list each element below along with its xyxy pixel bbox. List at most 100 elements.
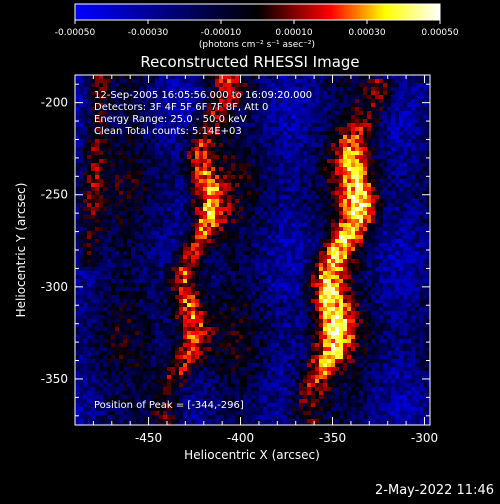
heatmap-cell: [387, 259, 391, 263]
heatmap-cell: [411, 83, 415, 87]
heatmap-cell: [167, 287, 171, 291]
heatmap-cell: [95, 235, 99, 239]
heatmap-cell: [355, 239, 359, 243]
heatmap-cell: [415, 195, 419, 199]
heatmap-cell: [379, 91, 383, 95]
heatmap-cell: [103, 211, 107, 215]
heatmap-cell: [183, 267, 187, 271]
heatmap-cell: [167, 275, 171, 279]
heatmap-cell: [179, 247, 183, 251]
heatmap-cell: [363, 283, 367, 287]
heatmap-cell: [375, 251, 379, 255]
heatmap-cell: [343, 219, 347, 223]
heatmap-cell: [251, 251, 255, 255]
heatmap-cell: [247, 239, 251, 243]
heatmap-cell: [239, 267, 243, 271]
heatmap-cell: [407, 259, 411, 263]
heatmap-cell: [183, 175, 187, 179]
heatmap-cell: [219, 243, 223, 247]
heatmap-cell: [259, 259, 263, 263]
heatmap-cell: [231, 143, 235, 147]
heatmap-cell: [367, 219, 371, 223]
heatmap-cell: [179, 139, 183, 143]
heatmap-cell: [91, 255, 95, 259]
heatmap-cell: [159, 255, 163, 259]
heatmap-cell: [423, 115, 427, 119]
heatmap-cell: [83, 239, 87, 243]
heatmap-cell: [139, 203, 143, 207]
heatmap-cell: [375, 159, 379, 163]
heatmap-cell: [203, 239, 207, 243]
heatmap-cell: [127, 267, 131, 271]
heatmap-cell: [379, 139, 383, 143]
heatmap-cell: [275, 227, 279, 231]
heatmap-cell: [403, 131, 407, 135]
heatmap-cell: [95, 219, 99, 223]
heatmap-cell: [327, 115, 331, 119]
heatmap-cell: [191, 79, 195, 83]
heatmap-cell: [295, 203, 299, 207]
heatmap-cell: [395, 107, 399, 111]
heatmap-cell: [335, 175, 339, 179]
heatmap-cell: [251, 135, 255, 139]
heatmap-cell: [291, 215, 295, 219]
heatmap-cell: [207, 159, 211, 163]
heatmap-cell: [367, 131, 371, 135]
heatmap-cell: [387, 283, 391, 287]
heatmap-cell: [119, 287, 123, 291]
heatmap-cell: [335, 219, 339, 223]
heatmap-cell: [415, 123, 419, 127]
heatmap-cell: [167, 251, 171, 255]
heatmap-cell: [159, 263, 163, 267]
heatmap-cell: [167, 227, 171, 231]
heatmap-cell: [227, 271, 231, 275]
heatmap-cell: [291, 107, 295, 111]
heatmap-cell: [263, 195, 267, 199]
heatmap-cell: [283, 147, 287, 151]
heatmap-cell: [339, 75, 343, 79]
heatmap-cell: [295, 131, 299, 135]
heatmap-cell: [199, 203, 203, 207]
heatmap-cell: [263, 167, 267, 171]
heatmap-cell: [363, 203, 367, 207]
heatmap-cell: [239, 175, 243, 179]
heatmap-cell: [363, 279, 367, 283]
heatmap-cell: [375, 179, 379, 183]
heatmap-cell: [315, 79, 319, 83]
heatmap-cell: [231, 83, 235, 87]
heatmap-cell: [271, 155, 275, 159]
heatmap-cell: [399, 187, 403, 191]
heatmap-cell: [119, 251, 123, 255]
heatmap-cell: [347, 227, 351, 231]
heatmap-cell: [179, 211, 183, 215]
heatmap-cell: [223, 191, 227, 195]
heatmap-cell: [135, 287, 139, 291]
heatmap-cell: [107, 251, 111, 255]
heatmap-cell: [411, 251, 415, 255]
heatmap-cell: [415, 291, 419, 295]
heatmap-cell: [103, 199, 107, 203]
heatmap-cell: [95, 195, 99, 199]
heatmap-cell: [331, 287, 335, 291]
heatmap-cell: [231, 267, 235, 271]
heatmap-cell: [235, 251, 239, 255]
heatmap-cell: [395, 115, 399, 119]
heatmap-cell: [315, 203, 319, 207]
heatmap-cell: [243, 219, 247, 223]
heatmap-cell: [311, 183, 315, 187]
heatmap-cell: [219, 259, 223, 263]
heatmap-cell: [371, 295, 375, 299]
heatmap-cell: [415, 215, 419, 219]
heatmap-cell: [135, 263, 139, 267]
heatmap-cell: [419, 207, 423, 211]
heatmap-cell: [263, 135, 267, 139]
heatmap-cell: [171, 167, 175, 171]
heatmap-cell: [147, 279, 151, 283]
heatmap-cell: [239, 167, 243, 171]
heatmap-cell: [335, 243, 339, 247]
heatmap-cell: [311, 151, 315, 155]
heatmap-cell: [107, 227, 111, 231]
heatmap-cell: [427, 263, 431, 267]
heatmap-cell: [375, 215, 379, 219]
heatmap-cell: [279, 139, 283, 143]
